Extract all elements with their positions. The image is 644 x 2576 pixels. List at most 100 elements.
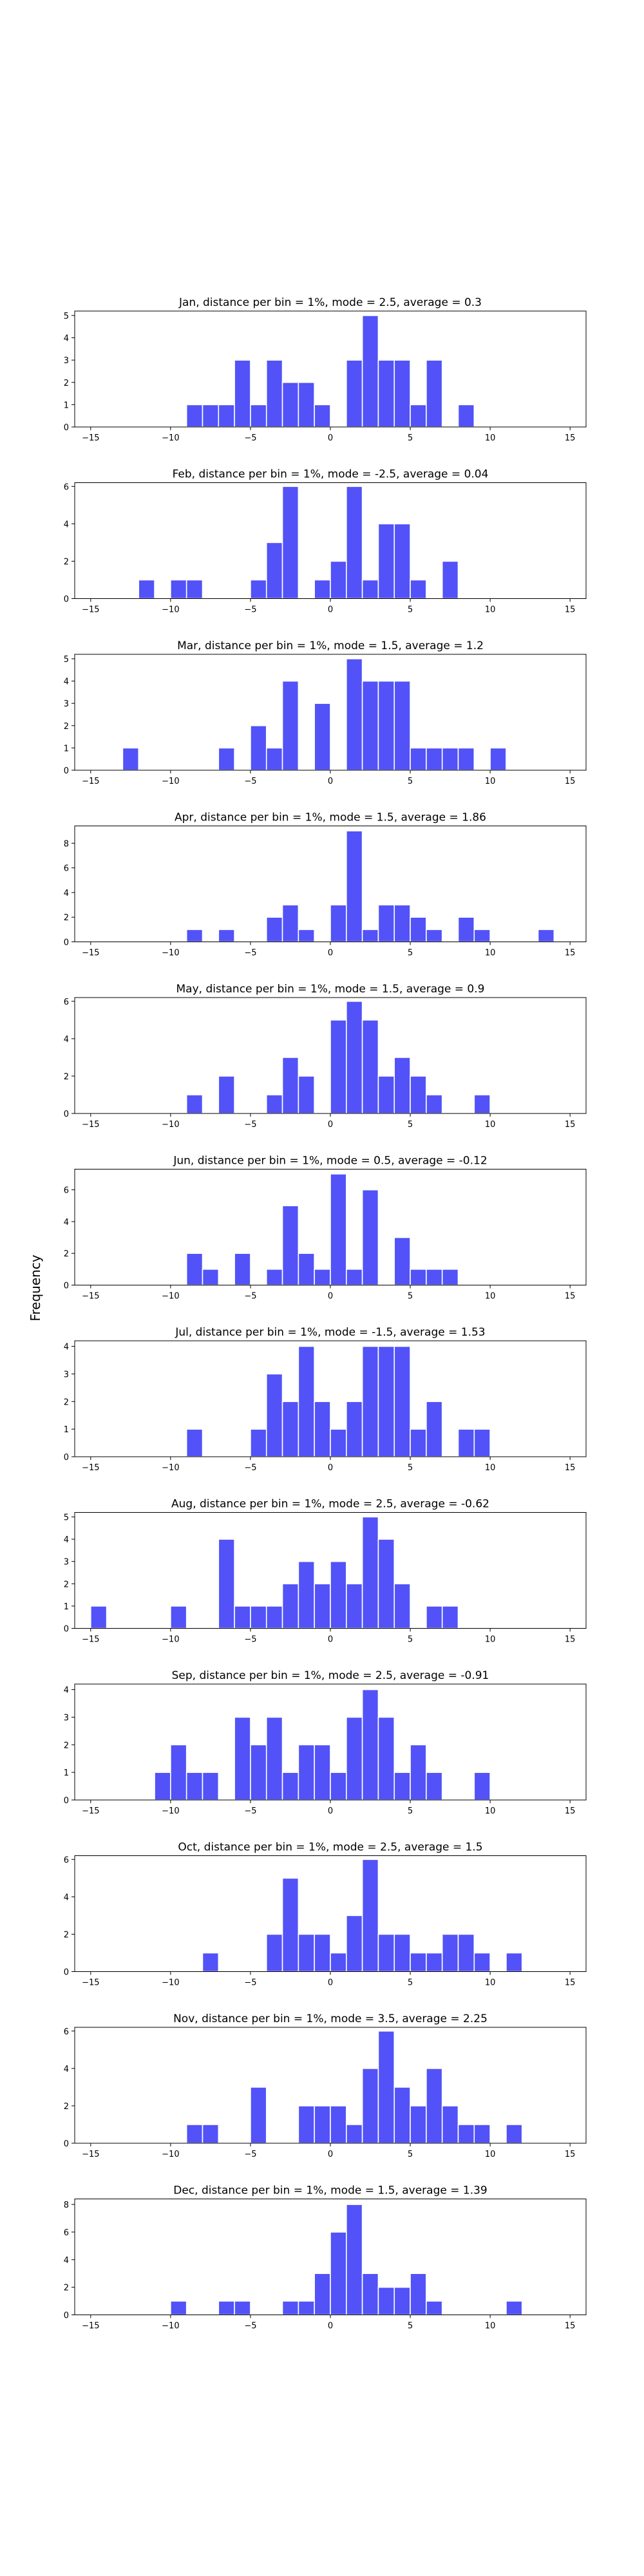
histogram-bar <box>138 579 155 600</box>
histogram-bar <box>377 359 395 428</box>
x-tick-label: −10 <box>162 1635 179 1645</box>
y-tick-label: 5 <box>64 312 69 321</box>
x-tick-label: 5 <box>408 605 413 615</box>
y-tick-label: 5 <box>64 1513 69 1522</box>
y-tick-label: 3 <box>64 1713 69 1723</box>
histogram-bar <box>298 1345 315 1457</box>
x-tick-label: −5 <box>244 433 256 443</box>
x-tick-label: 5 <box>408 1120 413 1130</box>
y-tick-label: 0 <box>64 1110 69 1119</box>
histogram-bar <box>314 1269 331 1286</box>
histogram-bar <box>202 1952 220 1973</box>
x-tick-label: −5 <box>244 1292 256 1302</box>
x-tick-label: −15 <box>82 1978 99 1988</box>
histogram-bar <box>314 2273 331 2316</box>
histogram-bar <box>122 747 140 771</box>
histogram-bar <box>314 1933 331 1973</box>
histogram-bar <box>281 2300 299 2316</box>
histogram-bar <box>393 1236 411 1286</box>
histogram-bar <box>457 404 475 428</box>
histogram-panel: Oct, distance per bin = 1%, mode = 2.5, … <box>64 1841 587 1988</box>
y-tick-label: 2 <box>64 2102 69 2112</box>
histogram-bar <box>250 404 267 428</box>
x-tick-label: 10 <box>485 1463 496 1473</box>
x-tick-label: −5 <box>244 949 256 958</box>
histogram-bar <box>298 1075 315 1114</box>
y-tick-label: 2 <box>64 1580 69 1589</box>
y-tick-label: 3 <box>64 699 69 709</box>
histogram-bar <box>361 2068 379 2144</box>
x-tick-label: −10 <box>162 1463 179 1473</box>
histogram-bar <box>185 929 204 943</box>
histogram-bar <box>265 1933 283 1973</box>
x-tick-label: 0 <box>328 433 333 443</box>
histogram-bar <box>361 929 379 943</box>
histogram-bar <box>393 1583 411 1629</box>
y-tick-label: 6 <box>64 1855 69 1865</box>
histogram-bar <box>346 1001 363 1114</box>
histogram-bar <box>361 1516 379 1629</box>
y-tick-label: 0 <box>64 1282 69 1291</box>
histogram-bar <box>441 747 459 771</box>
histogram-bar <box>361 579 379 600</box>
histogram-bar <box>218 1539 235 1629</box>
x-tick-label: 5 <box>408 949 413 958</box>
y-tick-label: 2 <box>64 379 69 388</box>
x-tick-label: −15 <box>82 2150 99 2159</box>
histogram-bar <box>410 2105 427 2144</box>
histogram-bar <box>473 2124 491 2144</box>
histogram-bar <box>410 579 427 600</box>
x-tick-label: 15 <box>565 777 576 786</box>
histogram-bar <box>410 404 427 428</box>
histogram-bar <box>393 2087 411 2144</box>
histogram-bar <box>377 1345 395 1457</box>
x-tick-label: −10 <box>162 1120 179 1130</box>
x-tick-label: −10 <box>162 605 179 615</box>
histogram-bar <box>314 1401 331 1457</box>
histogram-bar <box>426 1401 443 1457</box>
histogram-bar <box>426 2068 443 2144</box>
x-tick-label: −10 <box>162 2322 179 2331</box>
histogram-bar <box>265 1605 283 1629</box>
histogram-bar <box>281 381 299 428</box>
histogram-bar <box>265 747 283 771</box>
x-tick-label: 0 <box>328 1635 333 1645</box>
x-tick-label: 15 <box>565 1806 576 1816</box>
chart-title: Dec, distance per bin = 1%, mode = 1.5, … <box>173 2184 488 2197</box>
histogram-panel: Jan, distance per bin = 1%, mode = 2.5, … <box>64 296 587 443</box>
y-tick-label: 4 <box>64 334 69 344</box>
y-tick-label: 4 <box>64 1035 69 1045</box>
y-tick-label: 2 <box>64 913 69 923</box>
x-tick-label: −10 <box>162 1806 179 1816</box>
histogram-bar <box>457 1428 475 1457</box>
histogram-bar <box>346 1269 363 1286</box>
y-tick-label: 4 <box>64 1535 69 1545</box>
y-tick-label: 6 <box>64 864 69 874</box>
histogram-bar <box>250 579 267 600</box>
y-tick-label: 1 <box>64 1768 69 1778</box>
x-tick-label: −10 <box>162 1978 179 1988</box>
x-tick-label: 0 <box>328 1806 333 1816</box>
chart-title: Mar, distance per bin = 1%, mode = 1.5, … <box>177 639 484 652</box>
chart-title: Nov, distance per bin = 1%, mode = 3.5, … <box>173 2012 488 2025</box>
y-tick-label: 3 <box>64 1370 69 1379</box>
x-tick-label: 15 <box>565 2322 576 2331</box>
histogram-bar <box>265 1373 283 1457</box>
y-tick-label: 3 <box>64 356 69 366</box>
histogram-bar <box>426 1772 443 1801</box>
histogram-bar <box>346 2124 363 2144</box>
x-tick-label: 10 <box>485 1635 496 1645</box>
x-tick-label: 5 <box>408 1463 413 1473</box>
x-tick-label: −5 <box>244 1806 256 1816</box>
y-tick-label: 6 <box>64 1186 69 1196</box>
y-tick-label: 4 <box>64 2065 69 2074</box>
x-tick-label: 5 <box>408 2322 413 2331</box>
histogram-bar <box>346 486 363 600</box>
x-tick-label: −5 <box>244 2150 256 2159</box>
histogram-bar <box>314 404 331 428</box>
histogram-bar <box>330 1428 347 1457</box>
histogram-bar <box>346 359 363 428</box>
histogram-bar <box>410 1744 427 1801</box>
histogram-bar <box>393 680 411 771</box>
histogram-bar <box>361 1019 379 1114</box>
